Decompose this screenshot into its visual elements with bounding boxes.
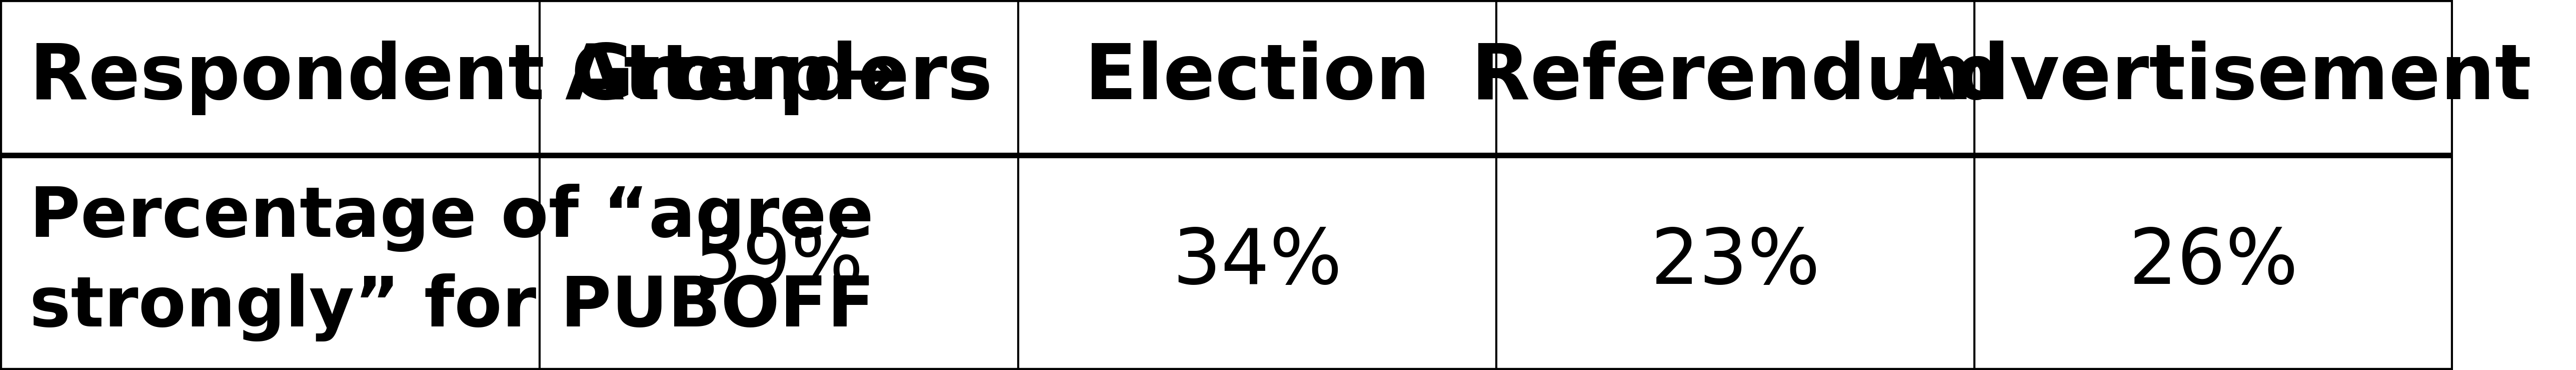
Text: 26%: 26%: [2128, 225, 2298, 300]
Text: 23%: 23%: [1651, 225, 1821, 300]
Text: Referendum: Referendum: [1471, 40, 1999, 115]
Text: Advertisement: Advertisement: [1896, 40, 2532, 115]
Text: Attenders: Attenders: [564, 40, 992, 115]
Text: Election: Election: [1084, 40, 1430, 115]
Text: 59%: 59%: [693, 225, 863, 300]
Text: Percentage of “agree
strongly” for PUBOFF: Percentage of “agree strongly” for PUBOF…: [28, 184, 876, 342]
Text: Respondent Group→: Respondent Group→: [28, 40, 896, 115]
Text: 34%: 34%: [1172, 225, 1342, 300]
